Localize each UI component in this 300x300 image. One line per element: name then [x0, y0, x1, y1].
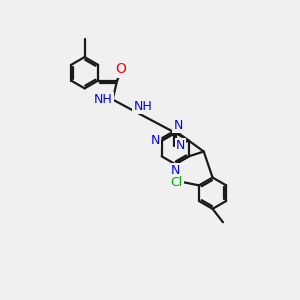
Text: N: N [151, 134, 160, 147]
Text: O: O [115, 62, 126, 76]
Text: N: N [174, 119, 183, 132]
Text: NH: NH [94, 93, 112, 106]
Text: Cl: Cl [171, 176, 183, 189]
Text: N: N [176, 139, 185, 152]
Text: NH: NH [134, 100, 152, 113]
Text: N: N [171, 164, 180, 177]
